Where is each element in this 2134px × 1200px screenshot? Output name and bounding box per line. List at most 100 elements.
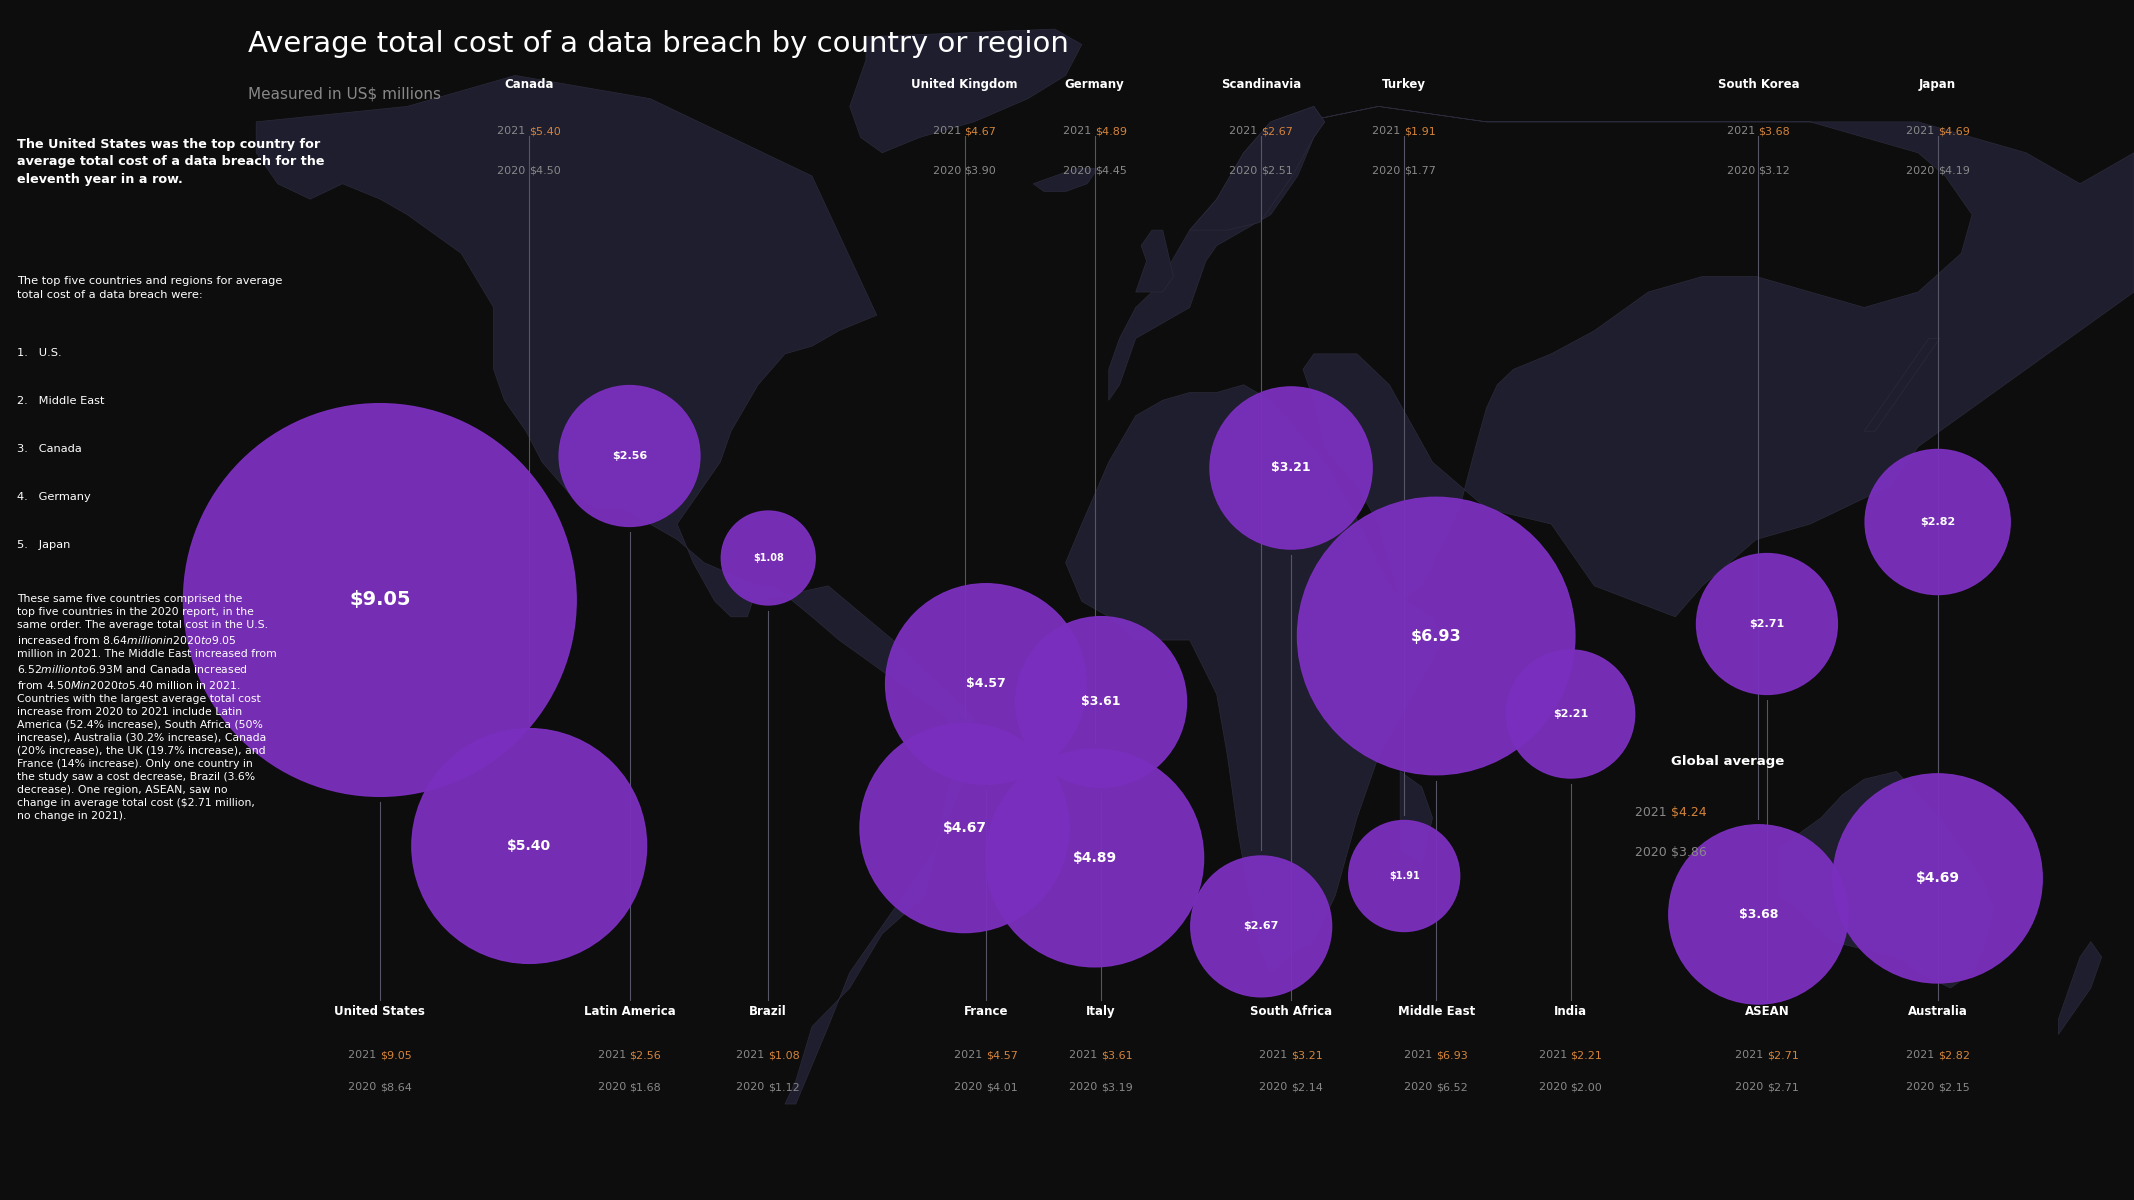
Text: 2020: 2020 [736,1082,768,1092]
Text: $4.24: $4.24 [1671,806,1707,820]
Text: 2020: 2020 [1726,166,1758,175]
Polygon shape [2059,942,2102,1034]
Text: Canada: Canada [504,78,555,91]
Text: Scandinavia: Scandinavia [1221,78,1302,91]
Text: 2021: 2021 [1259,1050,1291,1060]
Text: 2021: 2021 [933,126,965,136]
Text: India: India [1554,1004,1588,1018]
Text: $4.57: $4.57 [986,1050,1018,1060]
Text: $3.86: $3.86 [1671,846,1707,859]
Text: 2021: 2021 [1906,126,1938,136]
Text: Brazil: Brazil [749,1004,787,1018]
Text: $5.40: $5.40 [529,126,561,136]
Text: 2020: 2020 [1735,1082,1767,1092]
Polygon shape [1033,168,1099,192]
Text: South Korea: South Korea [1718,78,1799,91]
Text: $2.71: $2.71 [1767,1082,1799,1092]
Text: $3.61: $3.61 [1101,1050,1133,1060]
Text: 3.   Canada: 3. Canada [17,444,81,454]
Ellipse shape [184,403,576,797]
Text: $1.91: $1.91 [1389,871,1419,881]
Text: 2020: 2020 [1063,166,1095,175]
Text: Global average: Global average [1671,755,1784,768]
Ellipse shape [721,511,815,605]
Text: Turkey: Turkey [1383,78,1426,91]
Text: 2021: 2021 [736,1050,768,1060]
Text: 5.   Japan: 5. Japan [17,540,70,550]
Text: $3.61: $3.61 [1082,696,1120,708]
Text: $2.21: $2.21 [1554,709,1588,719]
Text: $6.52: $6.52 [1436,1082,1468,1092]
Text: 2020: 2020 [1539,1082,1571,1092]
Text: 2020: 2020 [1069,1082,1101,1092]
Text: 2021: 2021 [1063,126,1095,136]
Ellipse shape [1191,856,1332,997]
Text: $1.08: $1.08 [768,1050,800,1060]
Text: 2021: 2021 [497,126,529,136]
Text: 2021: 2021 [1906,1050,1938,1060]
Text: Average total cost of a data breach by country or region: Average total cost of a data breach by c… [248,30,1069,58]
Text: United Kingdom: United Kingdom [911,78,1018,91]
Text: The top five countries and regions for average
total cost of a data breach were:: The top five countries and regions for a… [17,276,282,300]
Text: Germany: Germany [1065,78,1125,91]
Text: $2.67: $2.67 [1244,922,1278,931]
Ellipse shape [1016,617,1187,787]
Ellipse shape [860,724,1069,932]
Text: 2020: 2020 [598,1082,630,1092]
Text: 2021: 2021 [348,1050,380,1060]
Text: The United States was the top country for
average total cost of a data breach fo: The United States was the top country fo… [17,138,324,186]
Text: 2020: 2020 [1906,166,1938,175]
Ellipse shape [412,728,647,964]
Text: $8.64: $8.64 [380,1082,412,1092]
Text: $3.12: $3.12 [1758,166,1790,175]
Text: 2020: 2020 [1229,166,1261,175]
Text: 2021: 2021 [1372,126,1404,136]
Text: $4.67: $4.67 [943,821,986,835]
Text: 2021: 2021 [1735,1050,1767,1060]
Text: $3.68: $3.68 [1758,126,1790,136]
Text: 2020: 2020 [348,1082,380,1092]
Text: $2.21: $2.21 [1571,1050,1603,1060]
Ellipse shape [1210,386,1372,550]
Text: $4.89: $4.89 [1095,126,1127,136]
Text: $2.56: $2.56 [612,451,647,461]
Polygon shape [1110,107,1325,401]
Text: $4.50: $4.50 [529,166,561,175]
Polygon shape [1865,338,1940,431]
Text: 2021: 2021 [1539,1050,1571,1060]
Text: $9.05: $9.05 [380,1050,412,1060]
Text: $4.01: $4.01 [986,1082,1018,1092]
Text: 2020: 2020 [1372,166,1404,175]
Text: $3.19: $3.19 [1101,1082,1133,1092]
Text: Latin America: Latin America [585,1004,674,1018]
Text: $2.00: $2.00 [1571,1082,1603,1092]
Ellipse shape [986,749,1204,967]
Text: 2021: 2021 [1069,1050,1101,1060]
Ellipse shape [1507,650,1635,778]
Text: 2020: 2020 [1635,846,1671,859]
Text: $2.71: $2.71 [1750,619,1784,629]
Text: 2020: 2020 [497,166,529,175]
Polygon shape [1778,772,1993,988]
Text: $4.69: $4.69 [1938,126,1970,136]
Text: Measured in US$ millions: Measured in US$ millions [248,86,440,101]
Text: $9.05: $9.05 [350,590,410,610]
Text: 2021: 2021 [598,1050,630,1060]
Ellipse shape [559,385,700,527]
Ellipse shape [1697,553,1837,695]
Ellipse shape [1865,450,2010,594]
Ellipse shape [1297,497,1575,775]
Text: $4.89: $4.89 [1073,851,1116,865]
Polygon shape [1065,385,1443,972]
Text: Middle East: Middle East [1398,1004,1475,1018]
Text: $3.21: $3.21 [1272,462,1310,474]
Text: $3.90: $3.90 [965,166,997,175]
Text: 2021: 2021 [1726,126,1758,136]
Text: Japan: Japan [1918,78,1957,91]
Text: $1.91: $1.91 [1404,126,1436,136]
Text: 2.   Middle East: 2. Middle East [17,396,105,406]
Text: $4.67: $4.67 [965,126,997,136]
Text: 2021: 2021 [1404,1050,1436,1060]
Text: 4.   Germany: 4. Germany [17,492,92,502]
Text: $1.08: $1.08 [753,553,783,563]
